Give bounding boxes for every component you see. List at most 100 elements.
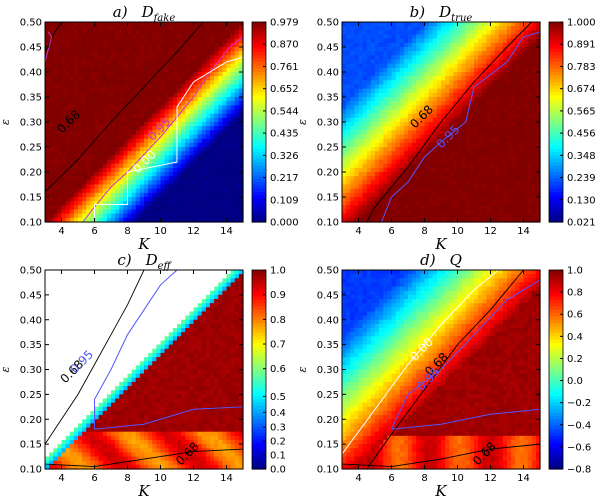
heatmap-cell	[214, 138, 219, 144]
heatmap-cell	[490, 201, 496, 206]
heatmap-cell	[482, 188, 487, 194]
heatmap-cell	[350, 126, 355, 131]
heatmap-cell	[189, 51, 195, 56]
heatmap-cell	[168, 109, 174, 115]
heatmap-cell	[90, 22, 96, 27]
heatmap-cell	[152, 147, 157, 152]
x-tick-label: 12	[187, 226, 200, 237]
heatmap-cell	[73, 205, 79, 211]
heatmap-cell	[482, 213, 487, 219]
heatmap-cell	[144, 217, 149, 223]
heatmap-cell	[49, 167, 54, 173]
heatmap-cell	[399, 122, 405, 127]
heatmap-cell	[342, 47, 347, 52]
heatmap-cell	[49, 348, 54, 354]
heatmap-cell	[383, 101, 388, 106]
heatmap-cell	[432, 51, 438, 56]
heatmap-cell	[168, 47, 174, 52]
heatmap-cell	[57, 122, 63, 127]
heatmap-cell	[189, 113, 195, 119]
heatmap-cell	[218, 155, 223, 161]
heatmap-cell	[131, 163, 137, 169]
heatmap-cell	[131, 188, 137, 194]
heatmap-cell	[189, 176, 195, 181]
heatmap-cell	[73, 192, 79, 198]
heatmap-cell	[65, 47, 71, 52]
heatmap-cell	[383, 97, 388, 102]
heatmap-cell	[189, 192, 195, 198]
heatmap-cell	[391, 67, 397, 73]
heatmap-cell	[90, 209, 96, 215]
heatmap-cell	[197, 34, 203, 40]
heatmap-cell	[115, 155, 120, 161]
heatmap-cell	[201, 188, 207, 194]
heatmap-cell	[461, 197, 467, 202]
heatmap-cell	[189, 22, 195, 27]
heatmap-cell	[69, 51, 75, 56]
heatmap-cell	[531, 76, 537, 81]
heatmap-cell	[441, 76, 446, 81]
heatmap-cell	[531, 130, 537, 136]
heatmap-cell	[482, 59, 487, 65]
heatmap-cell	[102, 55, 108, 61]
heatmap-cell	[222, 213, 228, 219]
heatmap-cell	[408, 80, 413, 86]
heatmap-cell	[395, 47, 401, 52]
heatmap-cell	[139, 76, 145, 81]
heatmap-cell	[86, 126, 91, 131]
heatmap-cell	[469, 126, 475, 131]
heatmap-cell	[222, 72, 228, 77]
heatmap-cell	[144, 80, 149, 86]
heatmap-cell	[366, 76, 372, 81]
heatmap-cell	[412, 130, 417, 136]
heatmap-cell	[218, 42, 223, 48]
heatmap-cell	[152, 92, 157, 98]
heatmap-cell	[238, 217, 244, 223]
heatmap-cell	[387, 30, 393, 36]
heatmap-cell	[403, 197, 409, 202]
heatmap-cell	[535, 184, 541, 190]
heatmap-cell	[69, 113, 75, 119]
heatmap-cell	[61, 47, 67, 52]
heatmap-cell	[375, 159, 380, 165]
heatmap-cell	[86, 147, 91, 152]
heatmap-cell	[193, 209, 199, 215]
heatmap-cell	[168, 147, 174, 152]
heatmap-cell	[115, 138, 120, 144]
heatmap-cell	[358, 155, 364, 161]
heatmap-cell	[185, 205, 190, 211]
heatmap-cell	[416, 109, 421, 115]
heatmap-cell	[135, 26, 141, 31]
heatmap-cell	[412, 67, 417, 73]
heatmap-cell	[494, 97, 500, 102]
heatmap-cell	[177, 217, 182, 223]
heatmap-cell	[205, 59, 211, 65]
colorbar-segment	[252, 185, 266, 190]
heatmap-cell	[507, 97, 512, 102]
heatmap-cell	[45, 201, 50, 206]
heatmap-cell	[350, 180, 355, 186]
heatmap-cell	[441, 184, 446, 190]
heatmap-cell	[148, 34, 153, 40]
heatmap-cell	[234, 117, 240, 123]
heatmap-cell	[210, 34, 215, 40]
heatmap-cell	[346, 109, 351, 115]
colorbar-segment	[549, 192, 563, 196]
heatmap-cell	[181, 167, 186, 173]
heatmap-cell	[432, 38, 438, 44]
heatmap-cell	[181, 155, 186, 161]
heatmap-cell	[511, 76, 516, 81]
heatmap-cell	[144, 109, 149, 115]
heatmap-cell	[218, 201, 223, 206]
heatmap-cell	[102, 147, 108, 152]
heatmap-cell	[230, 209, 236, 215]
heatmap-cell	[494, 217, 500, 223]
heatmap-cell	[226, 184, 232, 190]
heatmap-cell	[486, 97, 492, 102]
heatmap-cell	[461, 117, 467, 123]
colorbar-segment	[549, 215, 563, 220]
heatmap-cell	[449, 184, 454, 190]
colorbar-segment	[252, 162, 266, 166]
heatmap-cell	[82, 55, 87, 61]
heatmap-cell	[148, 26, 153, 31]
